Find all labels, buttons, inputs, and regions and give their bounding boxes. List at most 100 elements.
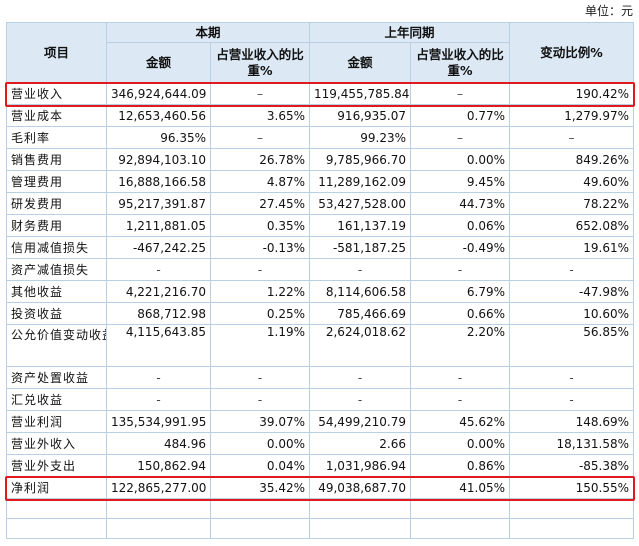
cell-current-share: 35.42% xyxy=(209,476,311,499)
cell-change-ratio: 49.60% xyxy=(509,170,635,193)
cell-prior-amount: 99.23% xyxy=(309,126,412,149)
cell-current-amount: 1,211,881.05 xyxy=(106,214,211,237)
cell-prior-share: - xyxy=(410,258,511,281)
cell-current-share: 0.25% xyxy=(209,302,311,325)
cell-change-ratio: 56.85% xyxy=(509,324,635,367)
cell-change-ratio: - xyxy=(509,366,635,389)
empty-cell xyxy=(509,518,635,539)
cell-current-amount: 92,894,103.10 xyxy=(106,148,211,171)
empty-cell xyxy=(309,518,412,539)
cell-change-ratio: -47.98% xyxy=(509,280,635,303)
cell-change-ratio: - xyxy=(509,258,635,281)
cell-prior-share: 0.00% xyxy=(410,148,511,171)
empty-cell xyxy=(209,518,311,539)
cell-current-share: 0.35% xyxy=(209,214,311,237)
cell-prior-share: 0.66% xyxy=(410,302,511,325)
table-row: 财务费用 1,211,881.05 0.35% 161,137.19 0.06% 652.… xyxy=(6,214,635,237)
cell-change-ratio: – xyxy=(509,126,635,149)
table-row: 公允价值变动收益 4,115,643.85 1.19% 2,624,018.62 2.2… xyxy=(6,324,635,367)
table-row: 信用减值损失 -467,242.25 -0.13% -581,187.25 -0.49%… xyxy=(6,236,635,259)
cell-prior-amount: 49,038,687.70 xyxy=(309,476,412,499)
cell-change-ratio: 148.69% xyxy=(509,410,635,433)
cell-prior-amount: 916,935.07 xyxy=(309,104,412,127)
cell-current-share: 26.78% xyxy=(209,148,311,171)
cell-current-share: – xyxy=(209,82,311,105)
cell-prior-amount: - xyxy=(309,388,412,411)
cell-prior-share: - xyxy=(410,388,511,411)
cell-change-ratio: 1,279.97% xyxy=(509,104,635,127)
cell-current-amount: 150,862.94 xyxy=(106,454,211,477)
table-row: 营业利润 135,534,991.95 39.07% 54,499,210.79 45.… xyxy=(6,410,635,433)
empty-cell xyxy=(6,498,107,519)
cell-current-amount: -467,242.25 xyxy=(106,236,211,259)
row-label: 其他收益 xyxy=(6,280,107,303)
col-header-current-period: 本期 xyxy=(105,22,311,43)
empty-cell xyxy=(410,498,511,519)
cell-current-amount: 122,865,277.00 xyxy=(106,476,211,499)
cell-prior-share: 0.06% xyxy=(410,214,511,237)
cell-change-ratio: 18,131.58% xyxy=(509,432,635,455)
cell-prior-amount: 53,427,528.00 xyxy=(309,192,412,215)
cell-current-amount: 12,653,460.56 xyxy=(106,104,211,127)
cell-current-amount: - xyxy=(106,366,211,389)
table-row: 研发费用 95,217,391.87 27.45% 53,427,528.00 44.7… xyxy=(6,192,635,215)
table-row: 管理费用 16,888,166.58 4.87% 11,289,162.09 9.45%… xyxy=(6,170,635,193)
cell-current-share: 0.04% xyxy=(209,454,311,477)
cell-current-amount: 135,534,991.95 xyxy=(106,410,211,433)
row-label: 毛利率 xyxy=(6,126,107,149)
table-row: 毛利率 96.35% –99.23% – – xyxy=(6,126,635,149)
cell-change-ratio: 19.61% xyxy=(509,236,635,259)
row-label: 净利润 xyxy=(6,476,107,499)
row-label: 资产处置收益 xyxy=(6,366,107,389)
cell-prior-share: 2.20% xyxy=(410,324,511,367)
table-row: 销售费用 92,894,103.10 26.78% 9,785,966.70 0.00%… xyxy=(6,148,635,171)
cell-current-amount: 16,888,166.58 xyxy=(106,170,211,193)
col-header-current-amount: 金额 xyxy=(106,42,211,83)
empty-cell xyxy=(106,518,211,539)
cell-prior-amount: 119,455,785.84 xyxy=(309,82,412,105)
row-label: 营业利润 xyxy=(6,410,107,433)
col-header-item: 项目 xyxy=(6,22,107,83)
cell-prior-amount: -581,187.25 xyxy=(309,236,412,259)
table-row: 营业收入 346,924,644.09–119,455,785.84–190.42… xyxy=(6,82,635,105)
cell-prior-share: 44.73% xyxy=(410,192,511,215)
col-header-prior-share: 占营业收入的比重% xyxy=(410,42,511,83)
cell-current-share: - xyxy=(209,388,311,411)
cell-prior-amount: 11,289,162.09 xyxy=(309,170,412,193)
cell-prior-share: – xyxy=(410,126,511,149)
cell-current-share: -0.13% xyxy=(209,236,311,259)
row-label: 营业外支出 xyxy=(6,454,107,477)
empty-cell xyxy=(6,518,107,539)
table-row: 营业外支出 150,862.94 0.04% 1,031,986.94 0.86% -85… xyxy=(6,454,635,477)
row-label: 销售费用 xyxy=(6,148,107,171)
cell-prior-amount: - xyxy=(309,366,412,389)
cell-current-share: 4.87% xyxy=(209,170,311,193)
row-label: 管理费用 xyxy=(6,170,107,193)
row-label: 营业外收入 xyxy=(6,432,107,455)
cell-current-share: 1.22% xyxy=(209,280,311,303)
cell-current-amount: 4,115,643.85 xyxy=(106,324,211,367)
cell-prior-amount: 2,624,018.62 xyxy=(309,324,412,367)
row-label: 营业收入 xyxy=(6,82,107,105)
cell-change-ratio: 849.26% xyxy=(509,148,635,171)
table-row: 汇兑收益 - - - - - xyxy=(6,388,635,411)
cell-current-amount: 484.96 xyxy=(106,432,211,455)
empty-cell xyxy=(410,518,511,539)
cell-prior-share: 0.00% xyxy=(410,432,511,455)
cell-change-ratio: 78.22% xyxy=(509,192,635,215)
cell-prior-amount: - xyxy=(309,258,412,281)
empty-cell xyxy=(509,498,635,519)
cell-prior-share: 9.45% xyxy=(410,170,511,193)
table-row: 营业外收入 484.96 0.00% 2.66 0.00% 18,131.58% xyxy=(6,432,635,455)
unit-label: 单位：元 xyxy=(584,4,633,18)
cell-prior-amount: 8,114,606.58 xyxy=(309,280,412,303)
table-row: 净利润 122,865,277.00 35.42% 49,038,687.70 41.0… xyxy=(6,476,635,499)
cell-current-share: 39.07% xyxy=(209,410,311,433)
row-label: 公允价值变动收益 xyxy=(6,324,107,367)
row-label: 投资收益 xyxy=(6,302,107,325)
cell-prior-share: 6.79% xyxy=(410,280,511,303)
cell-current-share: 27.45% xyxy=(209,192,311,215)
cell-current-share: - xyxy=(209,366,311,389)
cell-prior-share: - xyxy=(410,366,511,389)
cell-prior-amount: 54,499,210.79 xyxy=(309,410,412,433)
